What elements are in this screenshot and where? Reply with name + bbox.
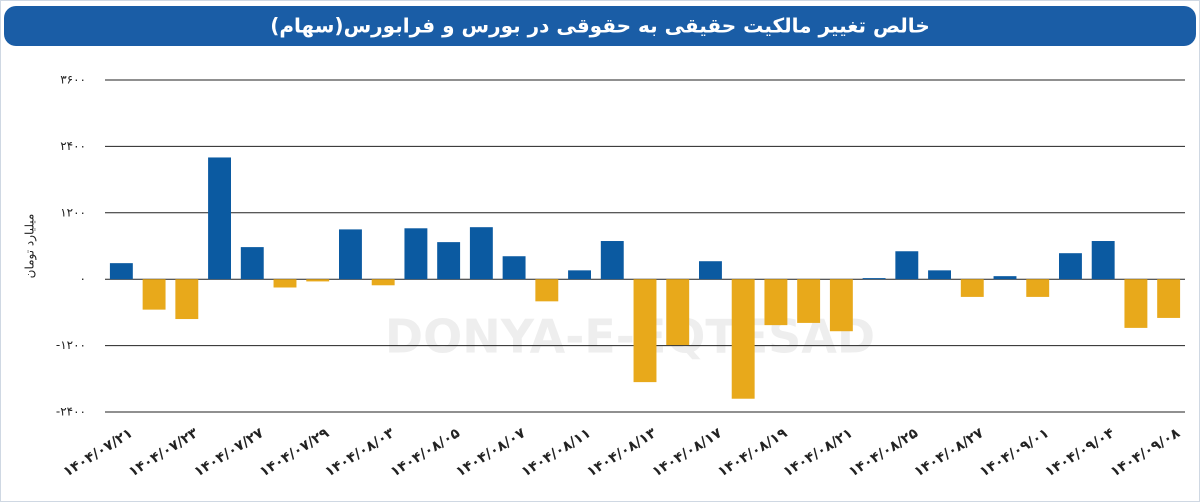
bar xyxy=(1124,279,1148,328)
y-tick-label: -۱۲۰۰ xyxy=(56,338,86,352)
y-tick-label: ۱۲۰۰ xyxy=(60,205,86,219)
bar xyxy=(404,228,428,280)
bar xyxy=(666,279,690,346)
bar xyxy=(437,242,461,280)
y-tick-label: -۲۴۰۰ xyxy=(56,405,86,419)
bar xyxy=(699,261,722,280)
bar xyxy=(240,247,264,280)
bar xyxy=(273,279,297,288)
bar xyxy=(600,241,624,280)
bar xyxy=(469,227,493,280)
y-tick-label: ۳۶۰۰ xyxy=(60,73,86,87)
bar xyxy=(502,256,526,280)
bar xyxy=(1026,279,1050,297)
bar xyxy=(797,279,821,323)
bar xyxy=(960,279,984,297)
bar xyxy=(371,279,395,286)
bar xyxy=(1059,253,1082,280)
bar xyxy=(208,157,231,280)
y-axis-label: میلیارد تومان xyxy=(23,214,38,279)
bar xyxy=(1091,241,1115,280)
bar xyxy=(895,251,919,280)
bar xyxy=(1157,279,1181,318)
bar xyxy=(633,279,657,383)
bar xyxy=(928,270,951,280)
y-tick-label: ۲۴۰۰ xyxy=(60,139,86,153)
bar xyxy=(764,279,788,326)
chart-title: خالص تغییر مالکیت حقیقی به حقوقی در بورس… xyxy=(270,14,929,38)
bar xyxy=(993,276,1017,280)
bar xyxy=(829,279,853,332)
bar xyxy=(306,279,330,282)
y-tick-label: ۰ xyxy=(80,272,86,286)
watermark: DONYA-E-EQTESAD xyxy=(385,310,875,364)
bar xyxy=(142,279,166,310)
bar xyxy=(175,279,199,320)
bar xyxy=(535,279,559,302)
bar xyxy=(731,279,755,399)
bar xyxy=(862,278,886,280)
bar xyxy=(568,270,591,280)
bar xyxy=(339,229,362,280)
bar xyxy=(109,263,133,280)
title-banner xyxy=(4,6,1196,46)
